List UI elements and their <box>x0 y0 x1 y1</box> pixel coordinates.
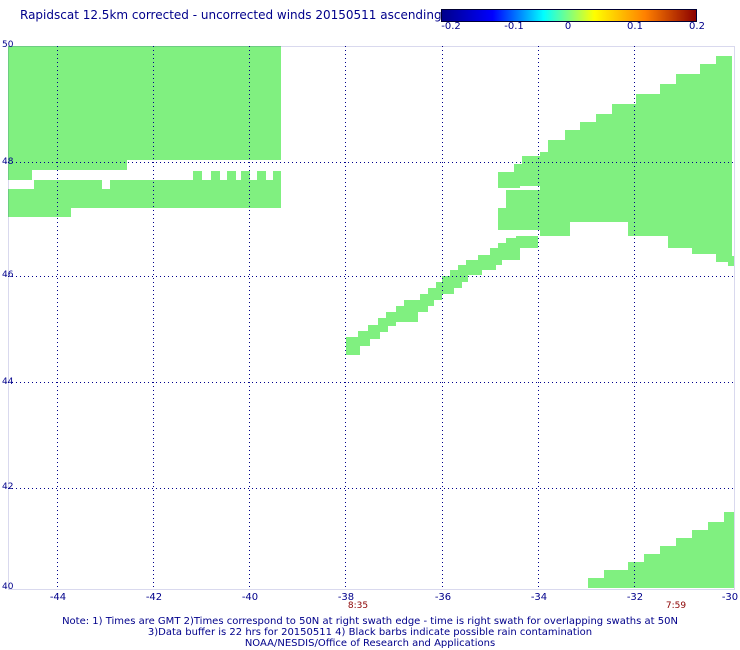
wind-data-patch <box>257 171 266 180</box>
wind-data-patch <box>692 530 734 540</box>
wind-data-patch <box>193 171 202 180</box>
wind-data-patch <box>273 171 281 180</box>
wind-data-patch <box>716 56 732 66</box>
lat-label: 44 <box>2 377 14 387</box>
wind-data-patch <box>708 522 734 532</box>
wind-data-patch <box>588 578 734 588</box>
note-line-3: NOAA/NESDIS/Office of Research and Appli… <box>244 638 496 649</box>
note-line-1: Note: 1) Times are GMT 2)Times correspon… <box>62 616 678 627</box>
wind-data-patch <box>644 554 734 564</box>
lat-label: 40 <box>2 582 14 592</box>
wind-data-patch <box>211 171 220 180</box>
wind-data-layer <box>8 46 734 588</box>
wind-data-patch <box>676 538 734 548</box>
wind-data-patch <box>580 122 732 132</box>
wind-data-patch <box>386 312 396 326</box>
wind-data-patch <box>580 132 590 140</box>
lat-lon-grid <box>8 46 735 590</box>
wind-data-patch <box>660 546 734 556</box>
wind-data-patch <box>628 562 734 572</box>
lat-label: 48 <box>2 157 14 167</box>
wind-data-patch <box>540 152 732 222</box>
lon-label: -30 <box>721 592 739 603</box>
wind-data-patch <box>628 222 732 236</box>
wind-data-patch <box>540 220 570 236</box>
lat-label: 42 <box>2 482 14 492</box>
wind-data-patch <box>596 114 732 124</box>
wind-data-patch <box>34 180 102 189</box>
colorbar-tick-label: -0.1 <box>504 21 524 32</box>
lon-label: -34 <box>530 592 548 603</box>
wind-data-patch <box>368 325 380 339</box>
wind-data-patch <box>716 254 732 262</box>
note-line-2: 3)Data buffer is 22 hrs for 20150511 4) … <box>147 627 593 638</box>
map-title: Rapidscat 12.5km corrected - uncorrected… <box>20 8 442 22</box>
wind-data-patch <box>346 337 360 355</box>
lon-label: -38 <box>337 592 355 603</box>
wind-data-patch <box>8 208 71 217</box>
wind-data-patch <box>378 318 388 332</box>
wind-data-patch <box>724 512 734 524</box>
lon-label: -44 <box>49 592 67 603</box>
lon-label: -32 <box>626 592 644 603</box>
wind-data-patch <box>728 256 734 266</box>
colorbar-tick-label: -0.2 <box>441 21 461 32</box>
wind-data-patch <box>604 570 734 580</box>
wind-data-patch <box>8 170 32 180</box>
colorbar-tick-label: 0.1 <box>627 21 643 32</box>
wind-data-patch <box>556 140 566 148</box>
wind-data-patch <box>565 130 732 142</box>
wind-data-patch <box>241 171 250 180</box>
wind-data-patch <box>660 84 732 96</box>
wind-data-patch <box>514 164 542 186</box>
wind-data-patch <box>676 74 732 86</box>
swath-time-label: 8:35 <box>347 601 369 611</box>
wind-data-patch <box>8 46 281 160</box>
wind-data-patch <box>692 246 732 254</box>
wind-data-patch <box>8 160 127 170</box>
wind-data-patch <box>636 94 732 106</box>
lat-label: 46 <box>2 270 14 280</box>
swath-time-label: 7:59 <box>665 601 687 611</box>
wind-data-patch <box>110 180 281 189</box>
wind-data-patch <box>358 331 370 346</box>
wind-data-patch <box>8 189 281 208</box>
wind-data-patch <box>612 104 732 116</box>
lon-label: -42 <box>145 592 163 603</box>
lon-label: -40 <box>241 592 259 603</box>
wind-data-patch <box>506 190 540 210</box>
map-frame <box>8 46 735 590</box>
wind-data-patch <box>548 140 732 154</box>
colorbar-tick-label: 0.2 <box>689 21 705 32</box>
colorbar-tick-label: 0 <box>564 21 572 32</box>
wind-data-patch <box>516 236 538 248</box>
wind-data-patch <box>700 64 732 76</box>
wind-data-patch <box>668 236 732 248</box>
colorbar <box>441 9 697 22</box>
lon-label: -36 <box>434 592 452 603</box>
lat-label: 50 <box>2 40 14 50</box>
wind-data-patch <box>227 171 236 180</box>
